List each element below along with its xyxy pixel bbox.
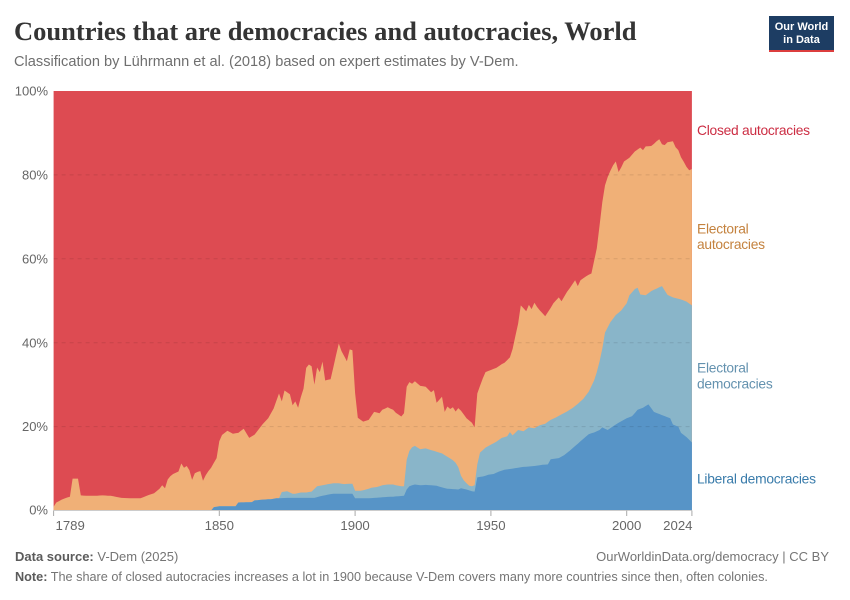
svg-text:Liberal democracies: Liberal democracies bbox=[697, 472, 816, 487]
svg-text:100%: 100% bbox=[15, 84, 49, 99]
svg-text:0%: 0% bbox=[29, 503, 48, 518]
svg-text:Electoral: Electoral bbox=[697, 361, 749, 376]
svg-text:1789: 1789 bbox=[56, 518, 85, 533]
svg-text:1900: 1900 bbox=[340, 518, 369, 533]
svg-text:Electoral: Electoral bbox=[697, 222, 749, 237]
svg-text:Closed autocracies: Closed autocracies bbox=[697, 123, 810, 138]
svg-text:80%: 80% bbox=[22, 168, 48, 183]
svg-text:1850: 1850 bbox=[205, 518, 234, 533]
svg-text:20%: 20% bbox=[22, 419, 48, 434]
svg-text:2000: 2000 bbox=[612, 518, 641, 533]
svg-text:autocracies: autocracies bbox=[697, 237, 765, 252]
svg-text:1950: 1950 bbox=[476, 518, 505, 533]
svg-text:democracies: democracies bbox=[697, 376, 773, 391]
svg-text:40%: 40% bbox=[22, 335, 48, 350]
svg-text:60%: 60% bbox=[22, 251, 48, 266]
svg-text:2024: 2024 bbox=[663, 518, 692, 533]
